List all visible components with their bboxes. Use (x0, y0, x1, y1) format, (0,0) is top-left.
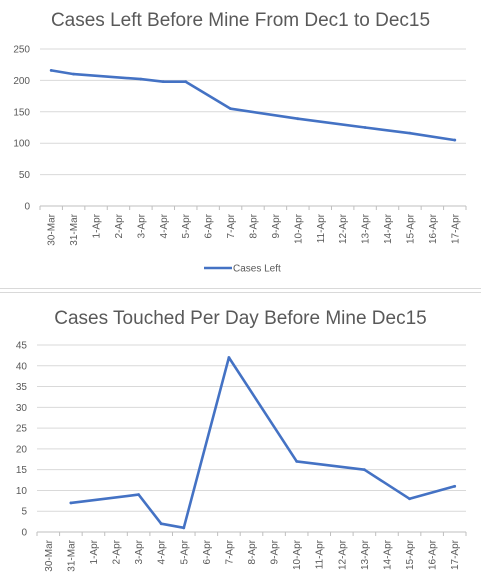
data-point (296, 117, 300, 121)
x-tick-label: 12-Apr (338, 213, 349, 244)
x-tick-label: 3-Apr (136, 213, 147, 238)
chart-plot-area: 0 50 100 150 200 250 30-Mar 31-Mar 1-Apr 2-Apr 3-A… (13, 45, 467, 275)
data-point (182, 526, 186, 530)
data-point (49, 68, 53, 72)
data-point (139, 77, 143, 81)
chart-plot-area: 0 5 10 15 20 25 30 35 40 45 30-Mar 31-Mar 1-Apr 2-Apr… (16, 341, 467, 572)
y-tick-label: 0 (21, 528, 27, 539)
series-line (69, 356, 456, 530)
data-point (227, 356, 231, 359)
data-point (453, 484, 457, 488)
x-tick-label: 5-Apr (181, 213, 192, 238)
y-tick-label: 20 (16, 444, 28, 455)
y-tick-label: 40 (16, 361, 28, 372)
y-tick-label: 50 (19, 170, 31, 181)
x-tick-label: 6-Apr (204, 213, 215, 238)
data-point (363, 126, 367, 129)
y-tick-label: 200 (13, 76, 30, 87)
data-point (408, 131, 412, 135)
x-tick-label: 3-Apr (134, 539, 145, 564)
series-line (49, 69, 457, 142)
x-tick-label: 11-Apr (316, 213, 327, 243)
x-tick-label: 5-Apr (179, 539, 190, 564)
x-tick-label: 2-Apr (112, 539, 123, 564)
x-tick-label: 6-Apr (202, 539, 213, 564)
y-tick-label: 15 (16, 465, 28, 476)
data-point (229, 107, 232, 111)
data-point (137, 493, 141, 496)
x-tick-label: 31-Mar (66, 539, 77, 571)
x-tick-label: 8-Apr (247, 539, 258, 564)
x-tick-label: 13-Apr (360, 539, 371, 570)
x-tick-label: 16-Apr (428, 539, 439, 570)
x-tick-label: 4-Apr (157, 539, 168, 564)
x-tick-label: 15-Apr (405, 539, 416, 570)
chart-title: Cases Left Before Mine From Dec1 to Dec1… (50, 10, 431, 31)
x-tick-label: 30-Mar (44, 539, 55, 571)
x-tick-label: 10-Apr (292, 539, 303, 570)
data-point (184, 80, 188, 84)
y-tick-label: 250 (13, 45, 30, 56)
chart-cases-touched: Cases Touched Per Day Before Mine Dec15 … (0, 292, 481, 582)
y-tick-label: 35 (16, 382, 28, 393)
x-tick-label: 1-Apr (89, 539, 100, 564)
x-tick-label: 31-Mar (69, 213, 80, 245)
data-point (72, 72, 76, 76)
x-tick-label: 14-Apr (383, 213, 394, 244)
data-point (453, 138, 457, 142)
x-tick-label: 4-Apr (159, 213, 170, 238)
x-tick-label: 11-Apr (315, 539, 326, 569)
y-tick-label: 0 (24, 202, 30, 213)
y-tick-label: 150 (13, 107, 30, 118)
x-tick-label: 17-Apr (450, 213, 461, 244)
x-tick-label: 30-Mar (47, 213, 58, 245)
chart-cases-left: Cases Left Before Mine From Dec1 to Dec1… (0, 0, 481, 289)
x-tick-label: 1-Apr (92, 213, 103, 238)
x-tick-label: 7-Apr (226, 213, 237, 238)
data-point (161, 80, 165, 84)
x-tick-label: 14-Apr (382, 539, 393, 570)
data-point (295, 459, 299, 463)
y-tick-label: 30 (16, 403, 28, 414)
data-point (69, 501, 73, 505)
data-point (362, 468, 366, 472)
y-tick-label: 10 (16, 486, 28, 497)
y-tick-label: 25 (16, 424, 28, 435)
x-tick-label: 10-Apr (293, 213, 304, 244)
data-point (408, 497, 411, 501)
x-tick-label: 9-Apr (271, 213, 282, 238)
x-tick-label: 9-Apr (270, 539, 281, 564)
x-tick-label: 7-Apr (224, 539, 235, 564)
x-tick-label: 13-Apr (361, 213, 372, 244)
y-tick-label: 5 (21, 507, 27, 518)
x-tick-label: 2-Apr (114, 213, 125, 238)
x-tick-label: 17-Apr (450, 539, 461, 570)
x-tick-label: 12-Apr (337, 539, 348, 570)
x-tick-label: 15-Apr (405, 213, 416, 244)
data-point (159, 522, 163, 526)
legend-label: Cases Left (233, 264, 281, 275)
y-tick-label: 45 (16, 341, 28, 352)
chart-title: Cases Touched Per Day Before Mine Dec15 (54, 308, 427, 329)
y-tick-label: 100 (13, 139, 30, 150)
x-tick-label: 8-Apr (249, 213, 260, 238)
x-tick-label: 16-Apr (428, 213, 439, 244)
